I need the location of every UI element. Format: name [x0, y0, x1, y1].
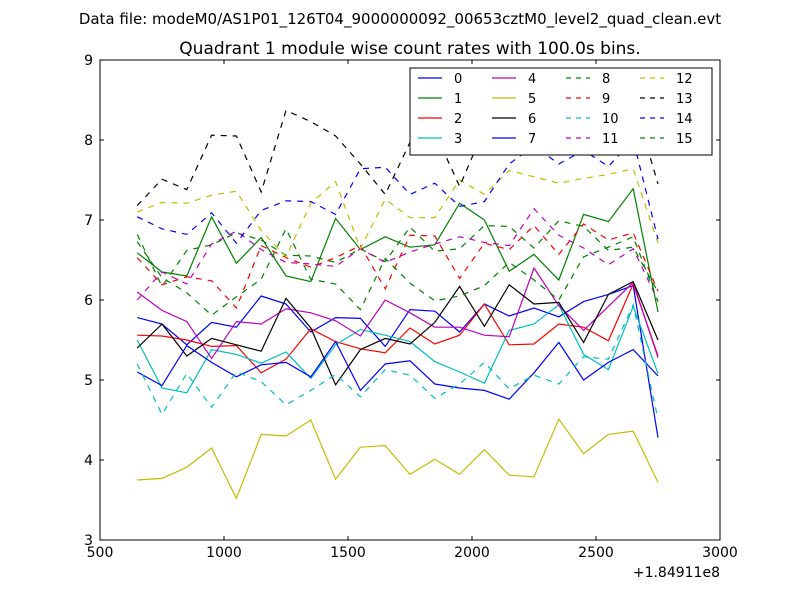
legend-label-14: 14: [676, 112, 693, 127]
chart-suptitle: Data file: modeM0/AS1P01_126T04_90000000…: [79, 10, 721, 29]
legend-label-11: 11: [602, 132, 619, 147]
series-line-8: [136, 220, 659, 293]
series-line-15: [136, 227, 659, 316]
series-lines: [136, 97, 659, 500]
legend-box: [409, 67, 713, 156]
series-line-4: [136, 266, 659, 360]
legend-label-9: 9: [602, 92, 610, 107]
x-tick-label: 1000: [206, 545, 242, 561]
x-tick-label: 500: [87, 545, 114, 561]
series-line-9: [136, 223, 659, 310]
x-tick-label: 1500: [330, 545, 366, 561]
series-line-3: [136, 303, 659, 394]
series-line-0: [137, 284, 659, 438]
legend-label-15: 15: [676, 132, 693, 147]
x-tick-label: 2500: [578, 545, 614, 561]
legend-label-1: 1: [454, 92, 462, 107]
series-line-6: [136, 280, 659, 387]
legend-label-6: 6: [528, 112, 536, 127]
series-line-11: [136, 207, 659, 302]
y-tick-label: 8: [84, 133, 93, 149]
x-tick-label: 2000: [454, 545, 490, 561]
series-line-13: [136, 97, 659, 207]
series-line-7: [136, 340, 659, 400]
legend-label-2: 2: [454, 112, 462, 127]
y-tick-label: 6: [84, 293, 93, 309]
x-axis: 500 1000 1500 2000 2500 3000: [87, 60, 738, 561]
legend-label-3: 3: [454, 132, 462, 147]
y-tick-label: 4: [84, 453, 93, 469]
legend-label-8: 8: [602, 72, 610, 87]
y-axis: 3 4 5 6 7 8 9: [84, 53, 720, 549]
legend-label-12: 12: [676, 72, 693, 87]
legend-label-13: 13: [676, 92, 693, 107]
y-tick-label: 9: [84, 53, 93, 69]
legend-label-7: 7: [528, 132, 536, 147]
y-tick-label: 3: [84, 533, 93, 549]
series-line-1: [136, 187, 659, 313]
legend-label-5: 5: [528, 92, 536, 107]
chart-title: Quadrant 1 module wise count rates with …: [179, 39, 640, 59]
legend-label-10: 10: [602, 112, 619, 127]
x-tick-label: 3000: [702, 545, 738, 561]
y-tick-label: 7: [84, 213, 93, 229]
series-line-2: [137, 282, 659, 374]
series-line-14: [136, 138, 659, 245]
legend-label-0: 0: [454, 72, 462, 87]
series-line-5: [137, 417, 659, 500]
y-tick-label: 5: [84, 373, 93, 389]
legend-label-4: 4: [528, 72, 536, 87]
x-offset-label: +1.84911e8: [633, 565, 720, 581]
